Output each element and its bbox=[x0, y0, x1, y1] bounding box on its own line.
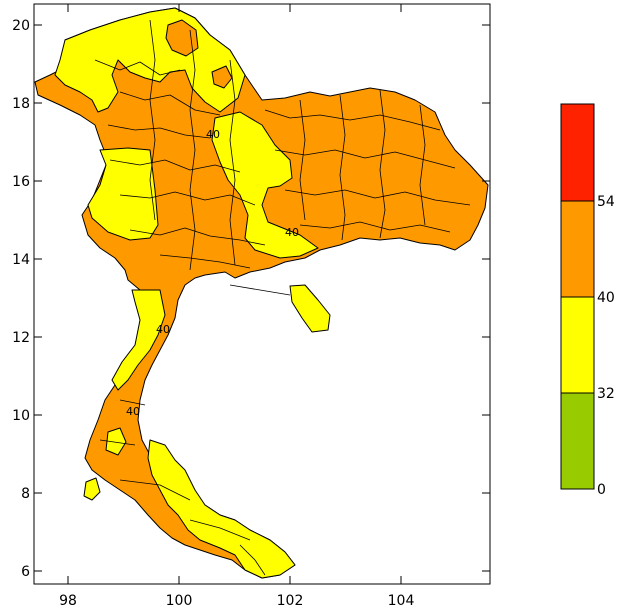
y-tick-12: 12 bbox=[12, 330, 30, 346]
region-yellow-west bbox=[87, 147, 159, 241]
country-map bbox=[34, 7, 489, 579]
contour-label-2: 40 bbox=[285, 226, 299, 239]
x-tick-100: 100 bbox=[166, 593, 193, 609]
contour-label-1: 40 bbox=[206, 128, 220, 141]
province-boundaries bbox=[94, 19, 471, 576]
x-tick-102: 102 bbox=[277, 593, 304, 609]
y-tick-20: 20 bbox=[12, 18, 30, 34]
region-yellow-patch-south bbox=[105, 427, 127, 456]
y-tick-18: 18 bbox=[12, 96, 30, 112]
x-tick-104: 104 bbox=[388, 593, 415, 609]
region-yellow-east-coast bbox=[289, 284, 331, 333]
legend-label-40: 40 bbox=[597, 290, 615, 306]
region-orange-north-patch bbox=[165, 19, 199, 57]
region-yellow-north bbox=[54, 7, 246, 113]
y-tick-6: 6 bbox=[21, 564, 30, 580]
legend-label-0: 0 bbox=[597, 482, 606, 498]
region-yellow-peninsula-south bbox=[147, 439, 296, 579]
legend-label-54: 54 bbox=[597, 194, 615, 210]
region-orange-north-patch-2 bbox=[211, 65, 233, 89]
region-yellow-islands bbox=[83, 477, 101, 501]
tick-marks bbox=[34, 4, 490, 584]
legend-swatch-32-40 bbox=[560, 296, 595, 394]
region-yellow-peninsula-west bbox=[111, 289, 166, 391]
color-legend: 0 32 40 54 bbox=[560, 103, 615, 498]
contour-label-4: 40 bbox=[126, 405, 140, 418]
legend-label-32: 32 bbox=[597, 386, 615, 402]
y-tick-16: 16 bbox=[12, 174, 30, 190]
legend-swatch-40-54 bbox=[560, 200, 595, 298]
x-tick-98: 98 bbox=[59, 593, 77, 609]
legend-swatch-0-32 bbox=[560, 392, 595, 490]
contour-label-3: 40 bbox=[156, 323, 170, 336]
y-tick-14: 14 bbox=[12, 252, 30, 268]
legend-swatch-54-plus bbox=[560, 103, 595, 202]
y-tick-8: 8 bbox=[21, 486, 30, 502]
y-tick-10: 10 bbox=[12, 408, 30, 424]
